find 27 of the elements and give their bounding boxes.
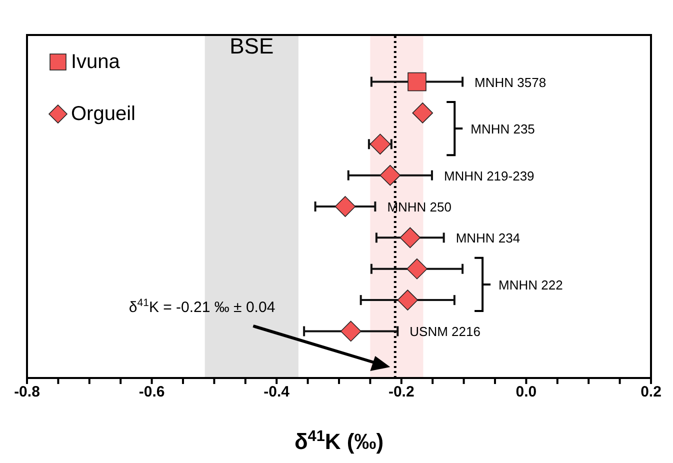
x-axis-title: δ$^{41}$K (‰) [294, 428, 384, 454]
legend-label: Orgueil [71, 102, 136, 126]
annotation: MNHN 235 [470, 122, 535, 137]
point [406, 258, 428, 280]
x-tick-label: -0.2 [388, 384, 414, 401]
point [334, 196, 356, 217]
annotation: MNHN 250 [387, 200, 452, 214]
annotation: USNM 2216 [410, 324, 480, 340]
point [412, 102, 434, 124]
point [400, 227, 421, 248]
x-tick-label: -0.6 [138, 384, 165, 401]
annotation: δ$^{41}$K = -0.21 ‰ ± 0.04 [128, 297, 276, 316]
point [370, 134, 391, 155]
annotation: MNHN 222 [498, 277, 563, 292]
x-tick-label: 0.0 [516, 384, 537, 401]
annotation: MNHN 219-239 [444, 168, 534, 184]
x-tick-label: 0.2 [640, 384, 662, 401]
band-label: BSE [230, 34, 274, 59]
point [397, 290, 418, 310]
point [380, 164, 401, 186]
point [340, 320, 362, 342]
x-tick-label: -0.4 [264, 384, 290, 401]
annotation: MNHN 234 [456, 230, 520, 246]
annotation: MNHN 3578 [474, 74, 546, 90]
legend-label: Ivuna [71, 50, 120, 74]
point [408, 72, 426, 92]
x-tick-label: -0.8 [14, 384, 40, 401]
